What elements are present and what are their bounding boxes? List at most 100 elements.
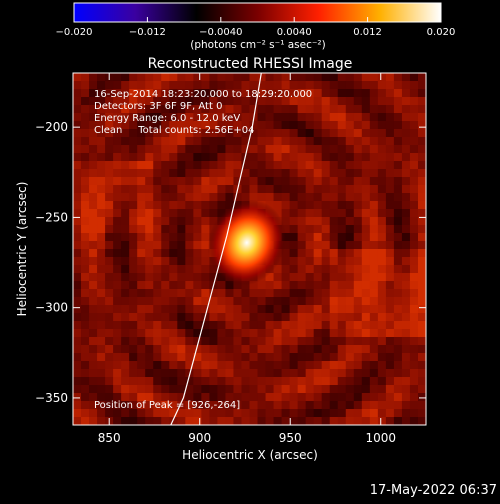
- heatmap-cell: [265, 169, 275, 178]
- heatmap-cell: [73, 153, 82, 162]
- heatmap-cell: [137, 417, 146, 425]
- heatmap-cell: [281, 273, 291, 282]
- heatmap-cell: [169, 401, 178, 410]
- heatmap-cell: [209, 337, 219, 346]
- heatmap-cell: [233, 321, 243, 330]
- heatmap-cell: [297, 73, 307, 82]
- heatmap-cell: [257, 89, 267, 98]
- heatmap-cell: [105, 289, 114, 298]
- heatmap-cell: [113, 105, 122, 114]
- heatmap-cell: [369, 369, 379, 378]
- heatmap-cell: [97, 137, 106, 146]
- heatmap-cell: [89, 145, 98, 154]
- heatmap-cell: [201, 241, 210, 250]
- heatmap-cell: [201, 225, 210, 234]
- heatmap-cell: [297, 265, 307, 274]
- heatmap-cell: [281, 417, 291, 425]
- heatmap-cell: [177, 105, 186, 114]
- heatmap-cell: [385, 393, 395, 402]
- heatmap-cell: [289, 385, 299, 394]
- heatmap-cell: [249, 281, 259, 290]
- heatmap-cell: [233, 193, 243, 202]
- heatmap-cell: [177, 89, 186, 98]
- heatmap-cell: [289, 361, 299, 370]
- heatmap-cell: [377, 113, 387, 122]
- heatmap-cell: [401, 369, 411, 378]
- heatmap-cell: [185, 305, 194, 314]
- y-axis-label: Heliocentric Y (arcsec): [15, 182, 29, 317]
- heatmap-cell: [129, 201, 138, 210]
- heatmap-image: [73, 73, 426, 425]
- heatmap-cell: [369, 337, 379, 346]
- heatmap-cell: [169, 249, 178, 258]
- heatmap-cell: [233, 97, 243, 106]
- heatmap-cell: [233, 177, 243, 186]
- x-tick-label: 950: [279, 431, 302, 445]
- heatmap-cell: [361, 105, 371, 114]
- heatmap-cell: [73, 417, 82, 425]
- y-tick-label: −250: [35, 210, 68, 224]
- heatmap-cell: [97, 169, 106, 178]
- heatmap-cell: [193, 113, 202, 122]
- heatmap-cell: [289, 353, 299, 362]
- colorbar-tick-label: −0.020: [55, 27, 92, 38]
- heatmap-cell: [81, 73, 90, 82]
- heatmap-cell: [105, 177, 114, 186]
- heatmap-cell: [73, 353, 82, 362]
- heatmap-cell: [241, 121, 251, 130]
- colorbar-ticks: −0.020 −0.012 −0.0040 0.0040 0.012 0.020: [55, 17, 455, 38]
- heatmap-cell: [145, 153, 154, 162]
- heatmap-cell: [113, 281, 122, 290]
- heatmap-cell: [321, 105, 331, 114]
- heatmap-cell: [81, 161, 90, 170]
- heatmap-cell: [417, 297, 426, 306]
- heatmap-cell: [337, 409, 347, 418]
- heatmap-cell: [161, 353, 170, 362]
- heatmap-cell: [345, 225, 355, 234]
- heatmap-cell: [233, 417, 243, 425]
- heatmap-cell: [113, 329, 122, 338]
- colorbar-tick-label: 0.012: [353, 27, 382, 38]
- heatmap-cell: [73, 329, 82, 338]
- heatmap-cell: [137, 409, 146, 418]
- heatmap-cell: [121, 385, 130, 394]
- heatmap-cell: [89, 161, 98, 170]
- heatmap-cell: [273, 345, 283, 354]
- heatmap-cell: [361, 305, 371, 314]
- heatmap-cell: [345, 345, 355, 354]
- heatmap-cell: [217, 345, 227, 354]
- heatmap-cell: [121, 393, 130, 402]
- heatmap-cell: [105, 153, 114, 162]
- heatmap-cell: [297, 137, 307, 146]
- heatmap-cell: [105, 409, 114, 418]
- heatmap-cell: [345, 89, 355, 98]
- heatmap-cell: [313, 169, 323, 178]
- heatmap-cell: [313, 361, 323, 370]
- heatmap-cell: [409, 105, 419, 114]
- heatmap-cell: [337, 369, 347, 378]
- heatmap-cell: [249, 105, 259, 114]
- heatmap-cell: [409, 265, 419, 274]
- heatmap-cell: [393, 305, 403, 314]
- heatmap-cell: [129, 105, 138, 114]
- heatmap-cell: [97, 225, 106, 234]
- heatmap-cell: [201, 161, 210, 170]
- heatmap-cell: [161, 193, 170, 202]
- heatmap-cell: [129, 137, 138, 146]
- heatmap-cell: [289, 193, 299, 202]
- heatmap-cell: [257, 185, 267, 194]
- heatmap-cell: [369, 345, 379, 354]
- heatmap-cell: [113, 129, 122, 138]
- heatmap-cell: [297, 233, 307, 242]
- heatmap-cell: [345, 281, 355, 290]
- heatmap-cell: [169, 81, 178, 90]
- heatmap-cell: [337, 193, 347, 202]
- heatmap-cell: [73, 337, 82, 346]
- heatmap-cell: [345, 137, 355, 146]
- heatmap-cell: [225, 297, 235, 306]
- heatmap-cell: [385, 353, 395, 362]
- heatmap-cell: [361, 97, 371, 106]
- heatmap-cell: [257, 417, 267, 425]
- heatmap-cell: [73, 281, 82, 290]
- heatmap-cell: [377, 289, 387, 298]
